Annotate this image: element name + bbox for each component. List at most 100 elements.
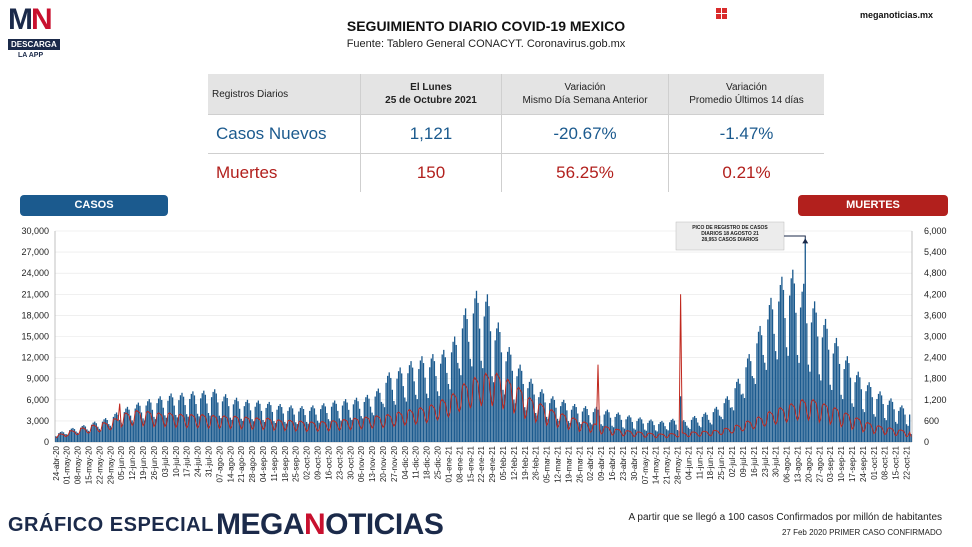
x-tick-label: 10-sep-21 [837,445,846,482]
peak-annotation: PICO DE REGISTRO DE CASOS DIARIOS 18 AGO… [678,225,782,243]
x-tick-label: 08-ene-21 [455,445,464,482]
casos-bar [764,362,766,442]
casos-bar [432,354,434,442]
x-tick-label: 13-ago-21 [793,445,802,482]
casos-bar [653,425,655,442]
casos-bar [111,427,113,442]
casos-bar [285,423,288,442]
casos-bar [762,354,764,442]
x-tick-label: 02-abr-21 [586,445,595,480]
casos-bar [145,405,147,442]
footer-note-1: A partir que se llegó a 100 casos Confir… [628,512,942,523]
casos-bar [829,384,831,442]
casos-bar [559,406,562,442]
casos-bar [898,410,900,442]
casos-bar [622,427,624,442]
casos-bar [760,335,763,442]
x-tick-label: 24-abr-20 [52,445,61,480]
casos-bar [781,276,783,442]
x-tick-label: 13-nov-20 [368,445,377,482]
casos-bar [318,422,320,442]
casos-bar [545,416,548,442]
casos-bar [745,367,747,442]
x-tick-label: 25-sep-20 [292,445,301,482]
casos-bar [410,361,412,442]
casos-bar [583,407,585,442]
casos-bar [647,422,649,442]
casos-bar [506,351,509,442]
casos-bar [444,357,446,442]
casos-bar [655,430,657,442]
casos-bar [880,395,883,442]
x-tick-label: 23-jul-21 [761,445,770,477]
row-muertes-value: 150 [360,153,502,192]
footer-grafico-especial: GRÁFICO ESPECIAL [8,514,214,536]
casos-bar [874,416,877,442]
casos-bar [441,354,443,442]
x-tick-label: 20-nov-20 [379,445,388,482]
casos-bar [67,434,69,442]
casos-bar [857,371,859,442]
casos-bar [123,412,125,442]
x-tick-label: 18-jun-21 [706,445,715,479]
casos-bar [812,308,814,442]
casos-bar [492,382,495,442]
site-url[interactable]: meganoticias.mx [860,10,934,20]
header-var-14: Variación Promedio Últimos 14 días [668,74,824,115]
casos-bar [768,305,771,442]
casos-bar [170,393,172,442]
casos-bar [376,391,378,442]
casos-bar [198,416,200,442]
casos-bar [122,424,124,442]
casos-bar [301,406,303,442]
row-muertes-var-14: 0.21% [668,153,824,192]
casos-bar [909,414,911,442]
casos-bar [154,419,157,442]
casos-bar [767,319,769,442]
casos-bar [617,412,619,442]
casos-bar [224,394,227,442]
casos-bar [329,421,331,442]
casos-bar [711,424,713,442]
casos-bar [175,414,177,442]
annotation-line2: DIARIOS 18 AGOSTO 21 [701,231,759,237]
casos-bar [840,394,842,442]
casos-bar [528,381,531,442]
casos-bar [531,383,534,442]
casos-bar [686,425,688,442]
casos-bar [625,419,627,442]
casos-bar [789,295,791,442]
casos-bar [693,415,696,442]
x-tick-label: 20-ago-21 [804,445,813,482]
casos-bar [815,312,817,442]
casos-bar [757,331,760,442]
casos-bar [133,422,135,442]
casos-bar [310,407,312,442]
y-tick-left: 0 [44,437,49,447]
casos-bar [807,364,810,442]
casos-bar [120,422,122,442]
casos-bar [790,278,792,442]
x-tick-label: 25-jun-21 [717,445,726,479]
logo: MN DESCARGA LA APP [8,5,68,59]
casos-bar [148,399,150,442]
casos-bar [709,422,711,442]
casos-bar [706,414,708,442]
casos-bar [178,400,180,442]
casos-bar [284,421,286,442]
casos-bar [114,413,116,442]
casos-bar [299,407,302,442]
x-tick-label: 19-mar-21 [564,445,573,482]
casos-bar [190,393,192,442]
row-muertes: Muertes 150 56.25% 0.21% [208,153,824,192]
casos-bar [229,417,231,442]
casos-bar [115,412,118,442]
y-tick-left: 21,000 [21,289,49,299]
casos-bar [570,409,573,442]
casos-bar [103,419,105,442]
casos-bar [137,402,140,442]
casos-bar [888,400,891,442]
logo-descarga: DESCARGA [8,39,60,50]
casos-bar [478,328,481,442]
casos-bar [843,369,845,442]
